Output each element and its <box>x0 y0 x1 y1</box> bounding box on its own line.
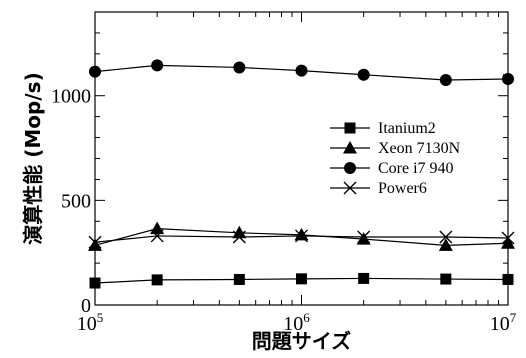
x-tick-label: 106 <box>283 310 310 335</box>
y-tick-label: 0 <box>81 295 91 317</box>
data-point-itanium2 <box>440 273 452 285</box>
data-point-power6 <box>439 230 453 244</box>
data-point-itanium2 <box>151 274 163 286</box>
legend-marker-itanium2 <box>344 122 356 134</box>
legend-marker-xeon-7130n <box>343 141 357 154</box>
legend-label-xeon-7130n: Xeon 7130N <box>378 140 461 157</box>
data-point-power6 <box>232 230 246 244</box>
series-core-i7-940 <box>89 59 514 87</box>
x-tick-label: 107 <box>490 310 517 335</box>
data-point-xeon-7130n <box>438 238 453 251</box>
data-point-power6 <box>150 229 164 243</box>
legend-marker-core-i7-940 <box>344 162 356 174</box>
legend: Itanium2 Xeon 7130N Core i7 940 Power6 <box>330 120 461 197</box>
data-point-power6 <box>295 229 308 243</box>
x-tick-label: 105 <box>77 310 104 335</box>
data-point-power6 <box>501 231 515 245</box>
plot-frame <box>94 11 509 306</box>
data-point-core-i7-940 <box>89 65 101 78</box>
y-tick-label: 500 <box>61 190 91 212</box>
data-point-core-i7-940 <box>502 72 514 85</box>
y-tick-label: 1000 <box>51 86 91 108</box>
data-point-core-i7-940 <box>357 68 370 81</box>
data-point-itanium2 <box>233 273 245 285</box>
axes: 105 106 107 0 500 1000 <box>51 11 517 335</box>
data-point-core-i7-940 <box>151 59 164 72</box>
data-point-core-i7-940 <box>233 61 246 74</box>
data-point-xeon-7130n <box>150 221 165 235</box>
x-axis-title: 問題サイズ <box>252 329 351 353</box>
data-point-xeon-7130n <box>232 225 247 239</box>
data-point-itanium2 <box>358 272 370 284</box>
data-point-core-i7-940 <box>295 64 308 77</box>
data-point-xeon-7130n <box>501 236 515 249</box>
plot-series <box>88 59 515 289</box>
legend-marker-power6 <box>343 181 357 195</box>
legend-label-power6: Power6 <box>378 180 427 197</box>
legend-label-itanium2: Itanium2 <box>378 120 436 137</box>
series-itanium2 <box>89 272 514 289</box>
data-point-xeon-7130n <box>294 227 309 241</box>
data-point-itanium2 <box>296 273 307 285</box>
data-point-power6 <box>357 230 371 244</box>
data-point-core-i7-940 <box>439 74 452 87</box>
data-point-itanium2 <box>89 277 101 289</box>
data-point-power6 <box>88 235 102 249</box>
series-power6 <box>88 229 515 249</box>
data-point-xeon-7130n <box>88 238 102 251</box>
legend-label-core-i7-940: Core i7 940 <box>378 160 454 177</box>
data-point-itanium2 <box>502 273 514 285</box>
y-axis-title: 演算性能 (Mop/s) <box>21 72 45 244</box>
